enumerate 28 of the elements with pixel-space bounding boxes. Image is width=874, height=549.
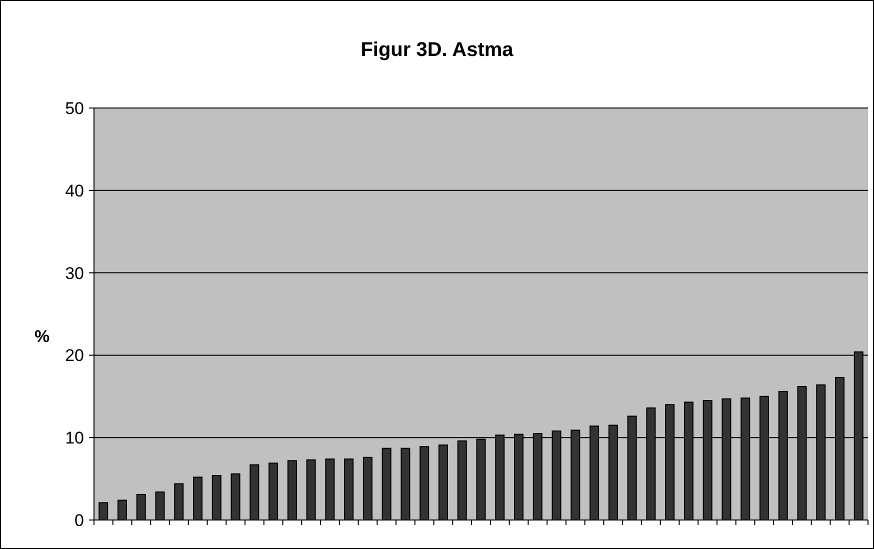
bar [400,448,410,520]
y-tick-label: 10 [65,428,84,448]
bar [174,483,184,520]
y-axis-title: % [34,327,50,346]
y-tick-label: 20 [65,346,84,366]
y-tick-label: 40 [65,181,84,200]
bar [250,464,260,520]
bar [193,476,203,520]
bar [362,456,372,520]
bar [325,458,335,520]
y-tick-label: 0 [74,510,84,530]
bar [420,446,430,520]
bar [230,473,240,520]
bar [117,500,127,520]
bar [457,440,467,520]
bar [438,444,448,520]
bar [212,475,222,520]
y-tick-label: 30 [65,264,84,283]
bar [287,460,297,520]
chart-title: Figur 3D. Astma [360,39,514,61]
bar [344,458,354,520]
y-tick-label: 50 [65,98,84,118]
bar [136,494,146,520]
bar [306,459,316,520]
bar [382,448,392,520]
bar [98,502,108,520]
bar [155,491,165,520]
bar [268,462,278,520]
